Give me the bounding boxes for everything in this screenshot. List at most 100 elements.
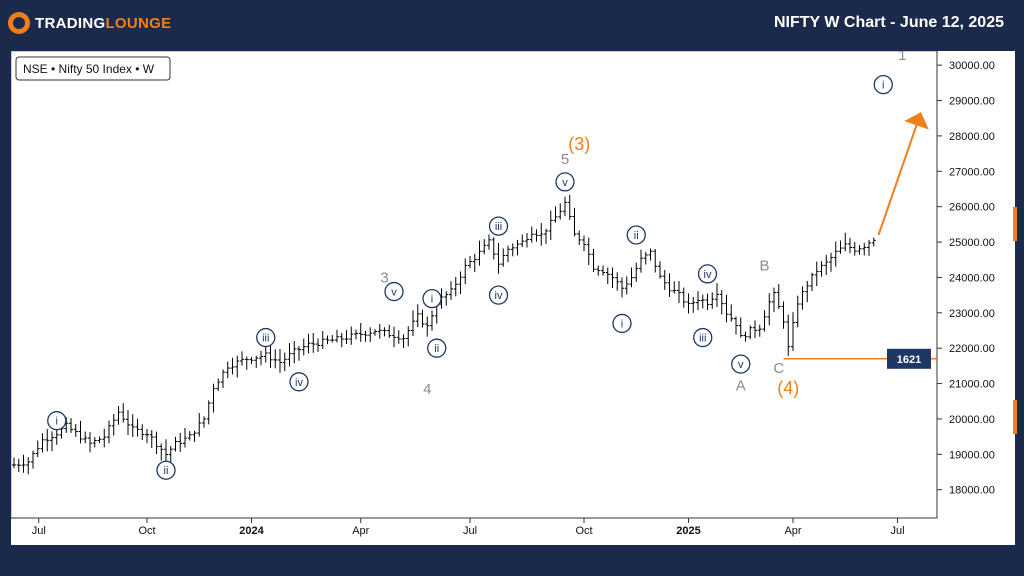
y-tick-label: 23000.00 <box>949 308 995 320</box>
ohlc-bar <box>686 293 691 314</box>
ohlc-bar <box>225 361 230 379</box>
ohlc-bar <box>719 290 724 315</box>
wave-label: iii <box>262 333 269 345</box>
wave-label: v <box>562 177 568 189</box>
ohlc-bar <box>601 265 605 276</box>
x-tick-label: Oct <box>575 525 592 537</box>
side-tab-top[interactable] <box>1013 207 1017 241</box>
wave-label: A <box>736 378 746 395</box>
ohlc-bar <box>662 269 667 290</box>
ohlc-bar <box>154 431 159 455</box>
ohlc-bar <box>458 271 463 294</box>
ohlc-bar <box>211 383 216 413</box>
ohlc-bar <box>40 433 45 453</box>
chart-area[interactable]: 18000.00 19000.00 20000.00 21000.00 22000.00… <box>10 47 1015 545</box>
ohlc-bar <box>21 454 26 473</box>
ohlc-bar <box>629 267 634 288</box>
ohlc-bar <box>240 351 244 366</box>
ohlc-bar <box>567 194 572 220</box>
ohlc-bar <box>772 287 776 313</box>
ohlc-bar <box>449 281 453 300</box>
x-tick-label: 2024 <box>239 525 264 537</box>
x-tick-label: Jul <box>463 525 477 537</box>
side-tab-bottom[interactable] <box>1013 400 1017 434</box>
ohlc-bar <box>349 326 354 345</box>
wave-label-circle <box>427 338 447 358</box>
tradinglounge-logo[interactable]: TRADINGLOUNGE <box>8 12 171 34</box>
ohlc-bar <box>843 232 848 252</box>
ohlc-bar <box>672 281 677 294</box>
ohlc-bar <box>178 432 183 452</box>
wave-label: ii <box>634 230 639 242</box>
ohlc-bar <box>73 423 78 437</box>
ohlc-bar <box>491 237 496 260</box>
wave-label: i <box>56 416 58 428</box>
ohlc-bar <box>767 293 772 326</box>
ohlc-bar <box>795 295 800 328</box>
ohlc-bar <box>539 223 544 246</box>
ohlc-bar <box>553 206 558 223</box>
wave-label-circle <box>384 281 404 302</box>
price-chart-svg[interactable]: 18000.00 19000.00 20000.00 21000.00 22000.00… <box>10 47 1015 545</box>
symbol-label: NSE • Nifty 50 Index • W <box>23 62 155 76</box>
ohlc-bar <box>558 203 563 220</box>
ohlc-bar <box>800 286 805 310</box>
ohlc-bar <box>282 352 287 372</box>
ohlc-bar <box>287 343 292 367</box>
ohlc-bar <box>368 327 373 343</box>
ohlc-bar <box>126 410 130 435</box>
x-tick-label: Jul <box>890 525 904 537</box>
ohlc-bar <box>273 349 278 369</box>
ohlc-bar <box>377 323 382 339</box>
symbol-label-box[interactable] <box>15 56 171 81</box>
wave-label-circle <box>555 172 575 192</box>
wave-label-circle <box>47 411 67 431</box>
ohlc-bar <box>401 334 406 348</box>
plot-border <box>10 50 938 519</box>
ohlc-bar <box>658 261 662 279</box>
ohlc-bar <box>696 291 700 311</box>
ohlc-bar <box>681 287 686 308</box>
ohlc-bar <box>563 196 567 217</box>
ohlc-bar <box>643 251 648 265</box>
x-tick-label: Apr <box>784 525 801 537</box>
ohlc-bar <box>648 248 653 261</box>
ohlc-bar <box>230 357 235 375</box>
price-tag[interactable] <box>887 348 931 369</box>
ohlc-bar <box>306 333 311 354</box>
ohlc-bar <box>197 413 202 437</box>
wave-label: (4) <box>777 378 799 398</box>
ohlc-bar <box>653 249 658 273</box>
ohlc-bar <box>316 338 320 352</box>
ohlc-bar <box>577 230 582 246</box>
wave-label-circle <box>697 264 718 284</box>
ohlc-bar <box>743 331 748 342</box>
ohlc-bar <box>297 346 301 361</box>
ohlc-bar <box>339 332 344 348</box>
ohlc-bar <box>396 330 401 344</box>
wave-label: ii <box>164 465 169 477</box>
ohlc-bar <box>354 329 358 340</box>
ohlc-bar <box>786 314 791 356</box>
ohlc-bar <box>97 436 102 444</box>
y-tick-label: 28000.00 <box>949 131 995 143</box>
ohlc-bar <box>344 330 349 345</box>
wave-label: i <box>431 294 433 306</box>
ohlc-bar <box>705 293 710 311</box>
ohlc-bar <box>838 240 843 254</box>
ohlc-bar <box>833 241 838 267</box>
x-tick-label: Jul <box>32 525 46 537</box>
ohlc-bar <box>615 272 620 291</box>
ohlc-bar <box>159 443 164 461</box>
ohlc-bar <box>135 418 140 437</box>
ohlc-bar <box>582 235 586 252</box>
ohlc-bar <box>292 340 297 364</box>
ohlc-bar <box>173 436 178 452</box>
y-tick-label: 30000.00 <box>949 60 995 72</box>
wave-label-circle <box>693 327 713 348</box>
y-tick-label: 27000.00 <box>949 166 995 178</box>
ohlc-bar <box>776 283 781 309</box>
ohlc-bar <box>829 252 833 272</box>
ohlc-bar <box>187 431 192 441</box>
ohlc-bar <box>335 329 339 343</box>
